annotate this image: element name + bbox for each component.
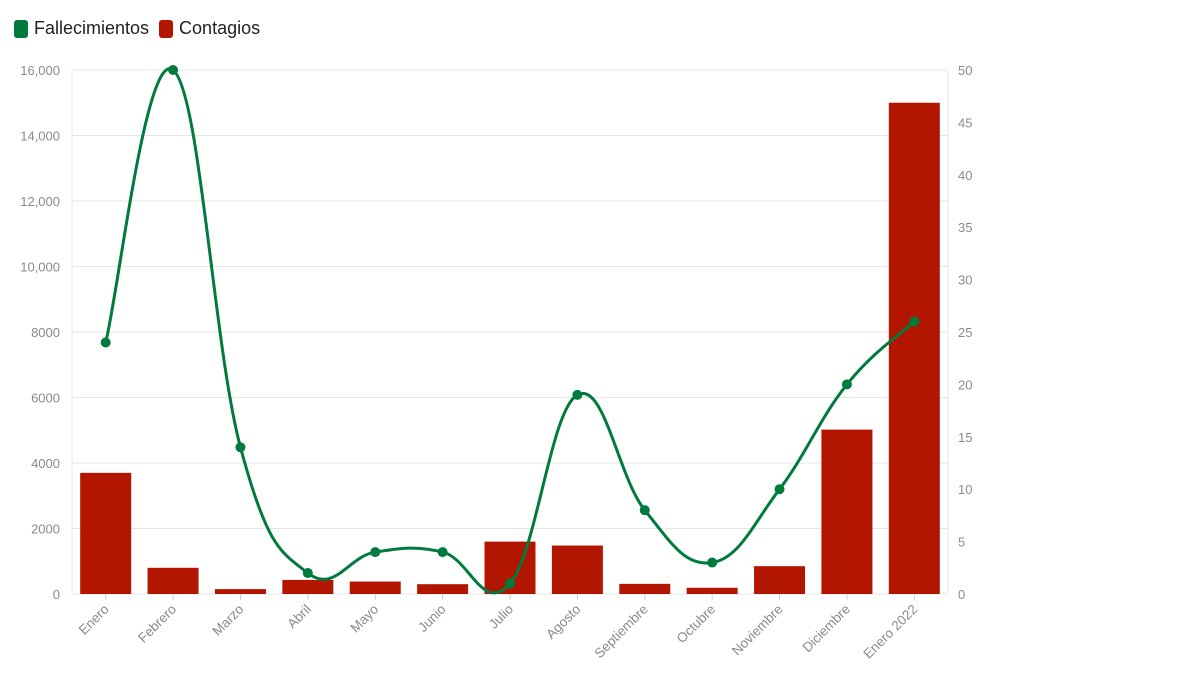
x-tick-label: Mayo <box>347 602 381 636</box>
bar-cases <box>80 472 132 594</box>
bar-cases <box>214 589 266 594</box>
deaths-point <box>639 505 650 516</box>
left-y-tick-label: 6000 <box>31 391 60 406</box>
x-tick-label: Julio <box>486 602 516 632</box>
deaths-line-path <box>104 67 916 595</box>
bar-cases <box>619 583 671 594</box>
bar-cases <box>754 566 806 594</box>
bar-cases <box>282 579 334 594</box>
deaths-point <box>235 442 246 453</box>
deaths-point <box>100 337 111 348</box>
left-y-tick-label: 4000 <box>31 456 60 471</box>
legend-label-cases: Contagios <box>179 18 261 38</box>
legend-swatch-deaths <box>14 19 28 38</box>
right-y-axis: 0 5 10 15 20 25 30 35 40 45 50 <box>958 63 972 602</box>
left-y-tick-label: 0 <box>53 587 60 602</box>
right-y-tick-label: 45 <box>958 115 972 130</box>
x-tick-label: Diciembre <box>799 602 853 656</box>
right-y-tick-label: 0 <box>958 587 965 602</box>
x-tick-label: Abril <box>284 602 314 632</box>
left-y-tick-label: 2000 <box>31 522 60 537</box>
deaths-point <box>707 557 718 568</box>
left-y-tick-label: 8000 <box>31 325 60 340</box>
x-tick-label: Septiembre <box>591 602 650 661</box>
bar-cases <box>821 429 873 594</box>
x-tick-label: Enero 2022 <box>860 602 920 662</box>
right-y-tick-label: 15 <box>958 430 972 445</box>
deaths-point <box>505 578 515 589</box>
cases-bars <box>80 102 940 594</box>
right-y-tick-label: 20 <box>958 377 972 392</box>
deaths-point <box>909 316 920 327</box>
deaths-point <box>437 547 448 558</box>
deaths-point <box>370 547 381 558</box>
x-axis: Enero Febrero Marzo Abril Mayo Junio Julio Agos… <box>76 594 920 662</box>
bar-cases <box>417 584 469 594</box>
deaths-point <box>302 568 313 579</box>
right-y-tick-label: 5 <box>958 535 965 550</box>
x-tick-label: Octubre <box>674 602 719 647</box>
left-y-tick-label: 10,000 <box>20 260 60 275</box>
x-tick-label: Enero <box>76 602 112 638</box>
legend-item-deaths[interactable]: Fallecimientos <box>14 18 149 39</box>
bar-cases <box>147 567 199 594</box>
deaths-point <box>841 379 852 390</box>
legend-item-cases[interactable]: Contagios <box>159 18 260 39</box>
right-y-tick-label: 10 <box>958 482 972 497</box>
deaths-line <box>100 65 920 595</box>
bar-cases <box>551 545 603 594</box>
bar-cases <box>686 587 738 594</box>
left-y-tick-label: 12,000 <box>20 194 60 209</box>
right-y-tick-label: 50 <box>958 63 972 78</box>
x-tick-label: Agosto <box>543 602 583 642</box>
left-y-axis: 0 2000 4000 6000 8000 10,000 12,000 14,000 16,00… <box>20 63 60 602</box>
grid-lines <box>71 69 949 595</box>
x-tick-label: Marzo <box>209 602 246 639</box>
deaths-point <box>774 484 785 495</box>
deaths-point <box>572 389 583 400</box>
x-tick-label: Junio <box>415 602 448 635</box>
x-tick-label: Noviembre <box>729 602 786 659</box>
x-tick-label: Febrero <box>135 602 179 646</box>
left-y-tick-label: 16,000 <box>20 63 60 78</box>
deaths-point <box>168 65 179 75</box>
chart-legend: Fallecimientos Contagios <box>14 18 260 39</box>
bar-cases <box>349 581 401 594</box>
right-y-tick-label: 35 <box>958 220 972 235</box>
left-y-tick-label: 14,000 <box>20 129 60 144</box>
right-y-tick-label: 40 <box>958 168 972 183</box>
legend-label-deaths: Fallecimientos <box>34 18 150 38</box>
right-y-tick-label: 25 <box>958 325 972 340</box>
right-y-tick-label: 30 <box>958 273 972 288</box>
legend-swatch-cases <box>159 19 174 38</box>
bar-cases <box>888 102 940 594</box>
